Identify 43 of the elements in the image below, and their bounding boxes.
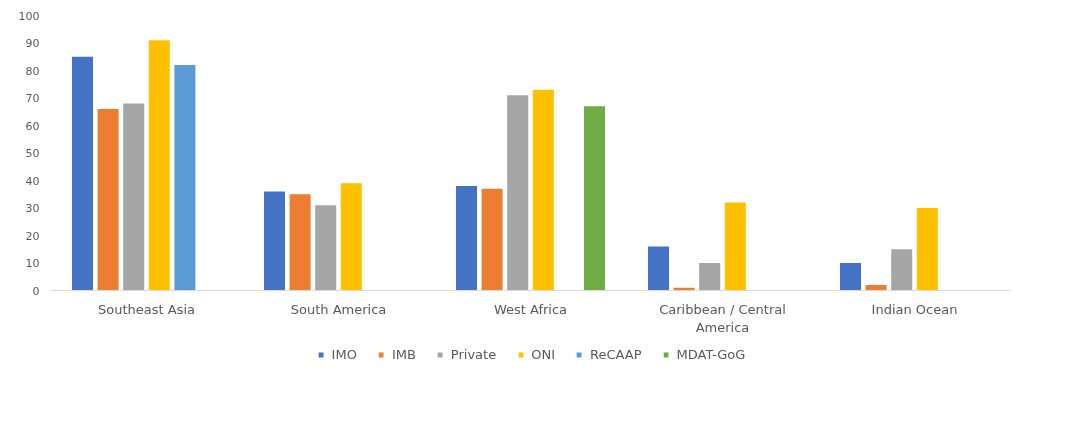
bar bbox=[264, 191, 285, 291]
legend-label: IMB bbox=[391, 346, 416, 362]
bar bbox=[148, 40, 170, 291]
bar bbox=[123, 103, 145, 291]
legend-label: ReCAAP bbox=[589, 346, 642, 362]
legend-label: Private bbox=[450, 346, 497, 362]
y-tick-label: 80 bbox=[25, 64, 40, 78]
bar bbox=[865, 285, 887, 291]
y-tick-label: 20 bbox=[25, 229, 40, 243]
legend-label: ONI bbox=[531, 346, 555, 362]
y-tick-label: 50 bbox=[25, 147, 40, 160]
bar bbox=[584, 106, 605, 291]
y-tick-label: 30 bbox=[25, 202, 40, 215]
y-tick-label: 70 bbox=[25, 92, 40, 105]
y-tick-label: 90 bbox=[25, 37, 40, 50]
bar bbox=[891, 249, 913, 291]
bar bbox=[340, 183, 362, 291]
x-tick-label: Caribbean / Central America bbox=[659, 301, 786, 335]
y-tick-label: 10 bbox=[25, 257, 40, 270]
bar bbox=[648, 246, 669, 291]
y-tick-label: 40 bbox=[25, 174, 40, 188]
x-tick-label: Indian Ocean bbox=[871, 301, 958, 317]
bar bbox=[916, 208, 938, 291]
bar bbox=[840, 263, 861, 291]
bar bbox=[699, 263, 721, 291]
bar bbox=[97, 109, 119, 291]
bar bbox=[174, 65, 196, 291]
bar bbox=[72, 56, 93, 291]
y-tick-label: 0 bbox=[32, 284, 40, 298]
bar bbox=[532, 89, 554, 291]
y-tick-label: 100 bbox=[18, 9, 40, 23]
bar bbox=[289, 194, 311, 291]
x-tick-label: Southeast Asia bbox=[98, 301, 195, 317]
x-tick-label: West Africa bbox=[493, 301, 568, 317]
legend-label: MDAT-GoG bbox=[676, 346, 746, 362]
legend-label: IMO bbox=[331, 346, 357, 362]
bar bbox=[456, 186, 477, 291]
x-tick-label: South America bbox=[290, 301, 387, 317]
bar bbox=[507, 95, 529, 291]
bar bbox=[315, 205, 337, 291]
bar bbox=[481, 188, 503, 291]
bar bbox=[724, 202, 746, 291]
y-tick-label: 60 bbox=[25, 119, 40, 133]
